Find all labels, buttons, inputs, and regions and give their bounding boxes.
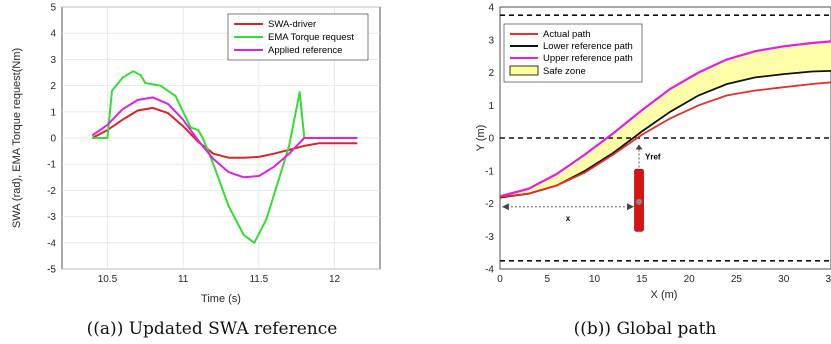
tick-b-y--4: -4 (485, 265, 494, 276)
tick-b-x-5: 5 (545, 274, 551, 285)
panel-a-legend-box (227, 13, 369, 61)
series-a-applied-reference (91, 96, 358, 179)
legend-b-safe-label: Safe zone (543, 66, 586, 77)
tick-b-x-20: 20 (684, 274, 696, 285)
tick-a-y--2: -2 (47, 186, 56, 197)
yref-arrowhead (635, 144, 643, 150)
panel-b-legend: Actual path Lower reference path Upper r… (503, 23, 643, 83)
panel-a-series (91, 70, 358, 244)
tick-a-x-11.5: 11.5 (249, 274, 268, 285)
caption-b: ((b)) Global path (574, 319, 717, 339)
panel-b-series: Yref x (500, 14, 831, 262)
tick-a-y--5: -5 (47, 265, 56, 276)
legend-a-ema-label: EMA Torque request (268, 32, 354, 43)
panel-a-ylabel: SWA (rad), EMA Torque request(Nm) (11, 48, 23, 228)
tick-a-y--1: -1 (47, 160, 56, 171)
panel-b-ylabel: Y (m) (475, 125, 487, 152)
tick-b-y--1: -1 (485, 166, 494, 177)
tick-b-y-1: 1 (488, 101, 494, 112)
tick-a-y-1: 1 (50, 107, 56, 118)
tick-a-x-11: 11 (178, 274, 189, 285)
tick-a-y--4: -4 (47, 238, 56, 249)
tick-b-x-35: 35 (825, 274, 831, 285)
panel-b-ticks: 0 5 10 15 20 25 30 35 -4 -3 -2 -1 0 1 2 3 4 (485, 3, 831, 286)
panel-a-xlabel: Time (s) (201, 293, 241, 305)
tick-a-y-5: 5 (50, 3, 56, 14)
tick-b-x-10: 10 (589, 274, 601, 285)
safe-zone-area (500, 41, 831, 198)
legend-b-actual-label: Actual path (543, 29, 591, 40)
series-b-actual-path (500, 81, 831, 198)
series-a-swa-driver (91, 106, 358, 159)
panel-a-grid (62, 6, 380, 270)
legend-a-applied-label: Applied reference (268, 45, 342, 56)
tick-b-x-25: 25 (731, 274, 743, 285)
series-b-upper-reference-path (500, 40, 831, 198)
x-arrowhead-right (627, 203, 635, 211)
tick-b-y-3: 3 (488, 35, 494, 46)
tick-b-y-2: 2 (488, 68, 494, 79)
caption-a: ((a)) Updated SWA reference (87, 319, 338, 339)
yref-label: Yref (645, 152, 661, 161)
panel-b-xlabel: X (m) (651, 289, 678, 301)
tick-a-y-3: 3 (50, 55, 56, 66)
x-arrowhead-left (501, 203, 509, 211)
tick-b-y--3: -3 (485, 232, 494, 243)
tick-a-y-2: 2 (50, 81, 56, 92)
tick-a-x-10.5: 10.5 (98, 274, 118, 285)
tick-b-y-4: 4 (488, 3, 494, 14)
x-distance-label: x (566, 214, 571, 223)
legend-b-upper-label: Upper reference path (543, 53, 633, 64)
tick-a-x-12: 12 (329, 274, 341, 285)
tick-b-y--2: -2 (485, 199, 494, 210)
tick-b-x-30: 30 (778, 274, 790, 285)
legend-a-swa-label: SWA-driver (268, 19, 316, 30)
tick-b-y-0: 0 (488, 134, 494, 145)
vehicle-cg-marker (636, 198, 643, 205)
legend-b-lower-label: Lower reference path (543, 41, 633, 52)
tick-a-y-0: 0 (50, 134, 56, 145)
legend-b-safe-swatch (509, 65, 539, 76)
tick-b-x-0: 0 (497, 274, 503, 285)
tick-a-y-4: 4 (50, 29, 56, 40)
tick-a-y--3: -3 (47, 212, 56, 223)
panel-a-legend: SWA-driver EMA Torque request Applied re… (227, 13, 369, 61)
tick-b-x-15: 15 (636, 274, 648, 285)
